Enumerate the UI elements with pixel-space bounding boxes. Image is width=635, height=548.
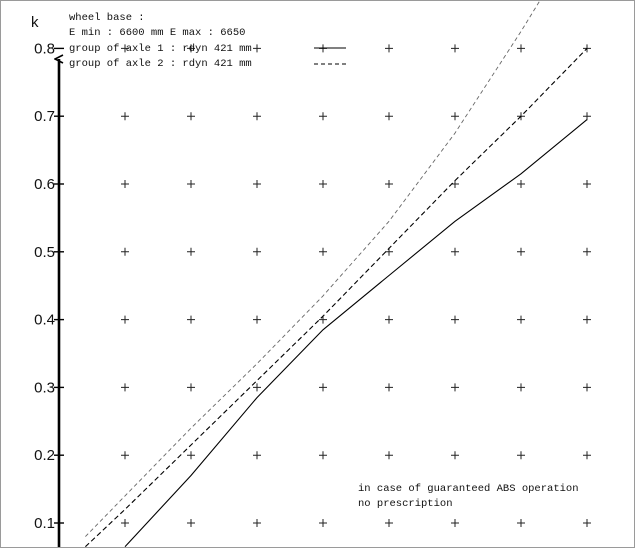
grid-cross xyxy=(451,519,459,527)
legend-axle-2: group of axle 2 : rdyn 421 mm xyxy=(69,58,252,70)
grid-cross xyxy=(121,180,129,188)
grid-cross xyxy=(385,383,393,392)
grid-cross xyxy=(253,180,261,188)
grid-cross xyxy=(385,180,393,188)
grid-cross xyxy=(187,247,195,256)
annotation-line-2: no prescription xyxy=(358,498,453,510)
grid-cross xyxy=(583,383,591,392)
series-line-2 xyxy=(85,48,588,547)
grid-cross xyxy=(187,112,195,121)
y-tick-label: 0.6 xyxy=(34,176,55,193)
grid-cross xyxy=(451,247,459,256)
grid-cross xyxy=(253,383,261,392)
grid-cross xyxy=(517,383,525,392)
grid-cross xyxy=(187,451,195,460)
grid-cross xyxy=(385,44,393,53)
grid-cross xyxy=(517,44,525,53)
grid-cross xyxy=(319,519,327,527)
annotation: in case of guaranteed ABS operation no p… xyxy=(358,483,579,510)
grid-cross xyxy=(253,112,261,121)
grid-cross xyxy=(517,315,525,324)
grid-cross xyxy=(121,315,129,324)
series-lines xyxy=(85,1,588,547)
grid-cross xyxy=(517,247,525,256)
grid-cross xyxy=(253,519,261,527)
annotation-line-1: in case of guaranteed ABS operation xyxy=(358,483,579,495)
y-tick-label: 0.5 xyxy=(34,244,55,261)
y-axis-label: k xyxy=(31,14,39,31)
grid-cross xyxy=(121,247,129,256)
y-tick-label: 0.2 xyxy=(34,447,55,464)
grid-cross xyxy=(583,112,591,121)
grid-cross xyxy=(583,180,591,188)
grid-cross xyxy=(253,247,261,256)
grid-cross xyxy=(319,112,327,121)
y-ticks: 0.1 0.2 0.3 0.4 0.5 0.6 0.7 0.8 xyxy=(34,40,64,532)
grid-cross xyxy=(319,451,327,460)
grid-cross xyxy=(319,383,327,392)
grid-cross xyxy=(385,519,393,527)
grid-cross xyxy=(583,519,591,527)
grid-cross xyxy=(385,451,393,460)
grid-cross xyxy=(187,383,195,392)
grid-cross xyxy=(121,519,129,527)
y-tick-label: 0.7 xyxy=(34,108,55,125)
grid-cross xyxy=(517,180,525,188)
grid-cross xyxy=(451,315,459,324)
grid-cross xyxy=(187,44,195,53)
grid-cross xyxy=(121,451,129,460)
legend-e-range: E min : 6600 mm E max : 6650 xyxy=(69,27,245,39)
y-tick-label: 0.3 xyxy=(34,379,55,396)
grid-cross xyxy=(451,383,459,392)
grid-cross xyxy=(121,383,129,392)
grid-cross xyxy=(517,519,525,527)
grid-cross xyxy=(187,519,195,527)
legend-axle-1: group of axle 1 : rdyn 421 mm xyxy=(69,43,252,55)
grid-cross xyxy=(319,247,327,256)
grid-cross xyxy=(187,315,195,324)
grid-cross xyxy=(319,180,327,188)
grid-cross xyxy=(517,451,525,460)
grid-cross xyxy=(253,315,261,324)
grid-cross xyxy=(583,315,591,324)
grid-cross xyxy=(583,451,591,460)
y-tick-label: 0.8 xyxy=(34,40,55,57)
grid-cross xyxy=(121,44,129,53)
legend-wheel-base: wheel base : xyxy=(69,12,145,24)
y-tick-label: 0.4 xyxy=(34,312,55,329)
grid-cross xyxy=(583,247,591,256)
series-line-3 xyxy=(85,1,541,537)
grid-cross xyxy=(451,112,459,121)
grid-cross xyxy=(451,451,459,460)
grid-cross xyxy=(253,44,261,53)
grid-cross xyxy=(121,112,129,121)
y-tick-label: 0.1 xyxy=(34,515,55,532)
series-line-1 xyxy=(124,119,588,547)
grid-cross xyxy=(253,451,261,460)
grid-cross xyxy=(385,112,393,121)
grid-cross xyxy=(187,180,195,188)
legend: wheel base : E min : 6600 mm E max : 665… xyxy=(69,12,346,70)
grid-cross xyxy=(385,315,393,324)
grid-cross xyxy=(451,44,459,53)
